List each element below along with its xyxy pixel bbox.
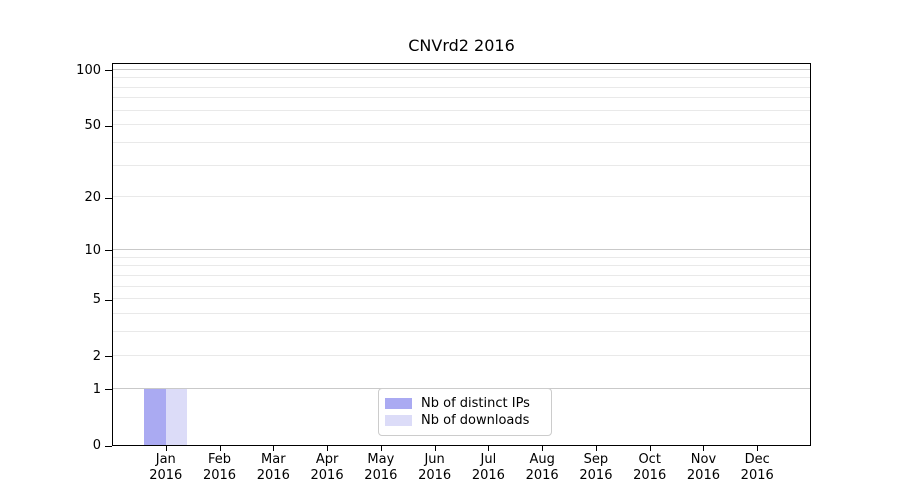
- x-tick-year: 2016: [740, 468, 774, 483]
- x-tick-year: 2016: [310, 468, 344, 483]
- legend-item-distinct-ips: Nb of distinct IPs: [385, 396, 543, 411]
- x-tick-label: Aug 2016: [510, 452, 574, 484]
- y-tick: [105, 125, 112, 127]
- x-tick-label: Feb 2016: [188, 452, 252, 484]
- bar-distinct-ips: [144, 388, 166, 445]
- x-tick-label: Mar 2016: [241, 452, 305, 484]
- y-tick-label: 5: [92, 292, 101, 308]
- x-tick-year: 2016: [149, 468, 183, 483]
- y-tick-label: 2: [92, 348, 101, 364]
- bar-downloads: [165, 388, 188, 445]
- x-tick-year: 2016: [202, 468, 237, 483]
- legend-swatch-downloads: [385, 415, 412, 426]
- y-gridline-minor: [113, 196, 810, 198]
- y-gridline-minor: [113, 274, 810, 276]
- y-tick-label: 10: [84, 242, 101, 258]
- y-gridline-minor: [113, 77, 810, 79]
- y-gridline-minor: [113, 97, 810, 99]
- x-tick: [542, 446, 544, 451]
- legend-swatch-distinct-ips: [385, 398, 412, 409]
- legend-label-downloads: Nb of downloads: [421, 413, 530, 428]
- x-tick: [703, 446, 705, 451]
- x-tick: [434, 446, 436, 451]
- y-gridline-minor: [113, 354, 810, 356]
- legend-label-distinct-ips: Nb of distinct IPs: [421, 396, 530, 411]
- y-tick: [105, 299, 112, 301]
- y-gridline-minor: [113, 124, 810, 126]
- x-tick: [649, 446, 651, 451]
- x-tick: [595, 446, 597, 451]
- y-tick-label: 100: [76, 62, 101, 78]
- chart-title: CNVrd2 2016: [408, 36, 515, 55]
- x-tick-year: 2016: [471, 468, 505, 483]
- x-tick-year: 2016: [686, 468, 720, 483]
- y-tick: [105, 197, 112, 199]
- y-gridline-minor: [113, 164, 810, 166]
- x-tick-label: Nov 2016: [671, 452, 735, 484]
- y-gridline-minor: [113, 285, 810, 287]
- y-gridline-major: [113, 249, 810, 250]
- legend: Nb of distinct IPs Nb of downloads: [378, 388, 552, 436]
- x-tick: [488, 446, 490, 451]
- x-tick: [165, 446, 167, 451]
- y-gridline-minor: [113, 265, 810, 267]
- legend-item-downloads: Nb of downloads: [385, 413, 543, 428]
- y-tick-label: 20: [84, 190, 101, 206]
- x-tick-year: 2016: [525, 468, 559, 483]
- x-tick: [219, 446, 221, 451]
- y-gridline-minor: [113, 256, 810, 258]
- x-tick-year: 2016: [364, 468, 398, 483]
- y-gridline-minor: [113, 142, 810, 143]
- y-gridline-minor: [113, 298, 810, 300]
- x-tick-label: Sep 2016: [564, 452, 628, 484]
- x-tick-label: Jul 2016: [456, 452, 520, 484]
- y-gridline-minor: [113, 331, 810, 333]
- x-tick-label: Jun 2016: [403, 452, 467, 484]
- x-tick-label: Dec 2016: [725, 452, 789, 484]
- x-tick-year: 2016: [579, 468, 613, 483]
- x-tick-label: Oct 2016: [618, 452, 682, 484]
- y-tick: [105, 445, 112, 447]
- x-tick-label: Jan 2016: [134, 452, 198, 484]
- y-tick-label: 1: [92, 381, 101, 397]
- y-gridline-minor: [113, 86, 810, 88]
- y-gridline-minor: [113, 109, 810, 111]
- y-tick: [105, 250, 112, 252]
- x-tick: [327, 446, 329, 451]
- x-tick: [757, 446, 759, 451]
- y-tick: [105, 70, 112, 72]
- x-tick-year: 2016: [418, 468, 452, 483]
- y-gridline-major: [113, 68, 810, 70]
- x-tick: [273, 446, 275, 451]
- y-tick: [105, 389, 112, 391]
- x-tick-label: May 2016: [349, 452, 413, 484]
- x-tick-year: 2016: [633, 468, 667, 483]
- x-tick-label: Apr 2016: [295, 452, 359, 484]
- x-tick: [380, 446, 382, 451]
- y-tick-label: 50: [84, 118, 101, 134]
- plot-area: [112, 63, 811, 446]
- y-tick: [105, 356, 112, 358]
- y-tick-label: 0: [92, 438, 101, 453]
- x-tick-year: 2016: [256, 468, 290, 483]
- y-gridline-minor: [113, 313, 810, 315]
